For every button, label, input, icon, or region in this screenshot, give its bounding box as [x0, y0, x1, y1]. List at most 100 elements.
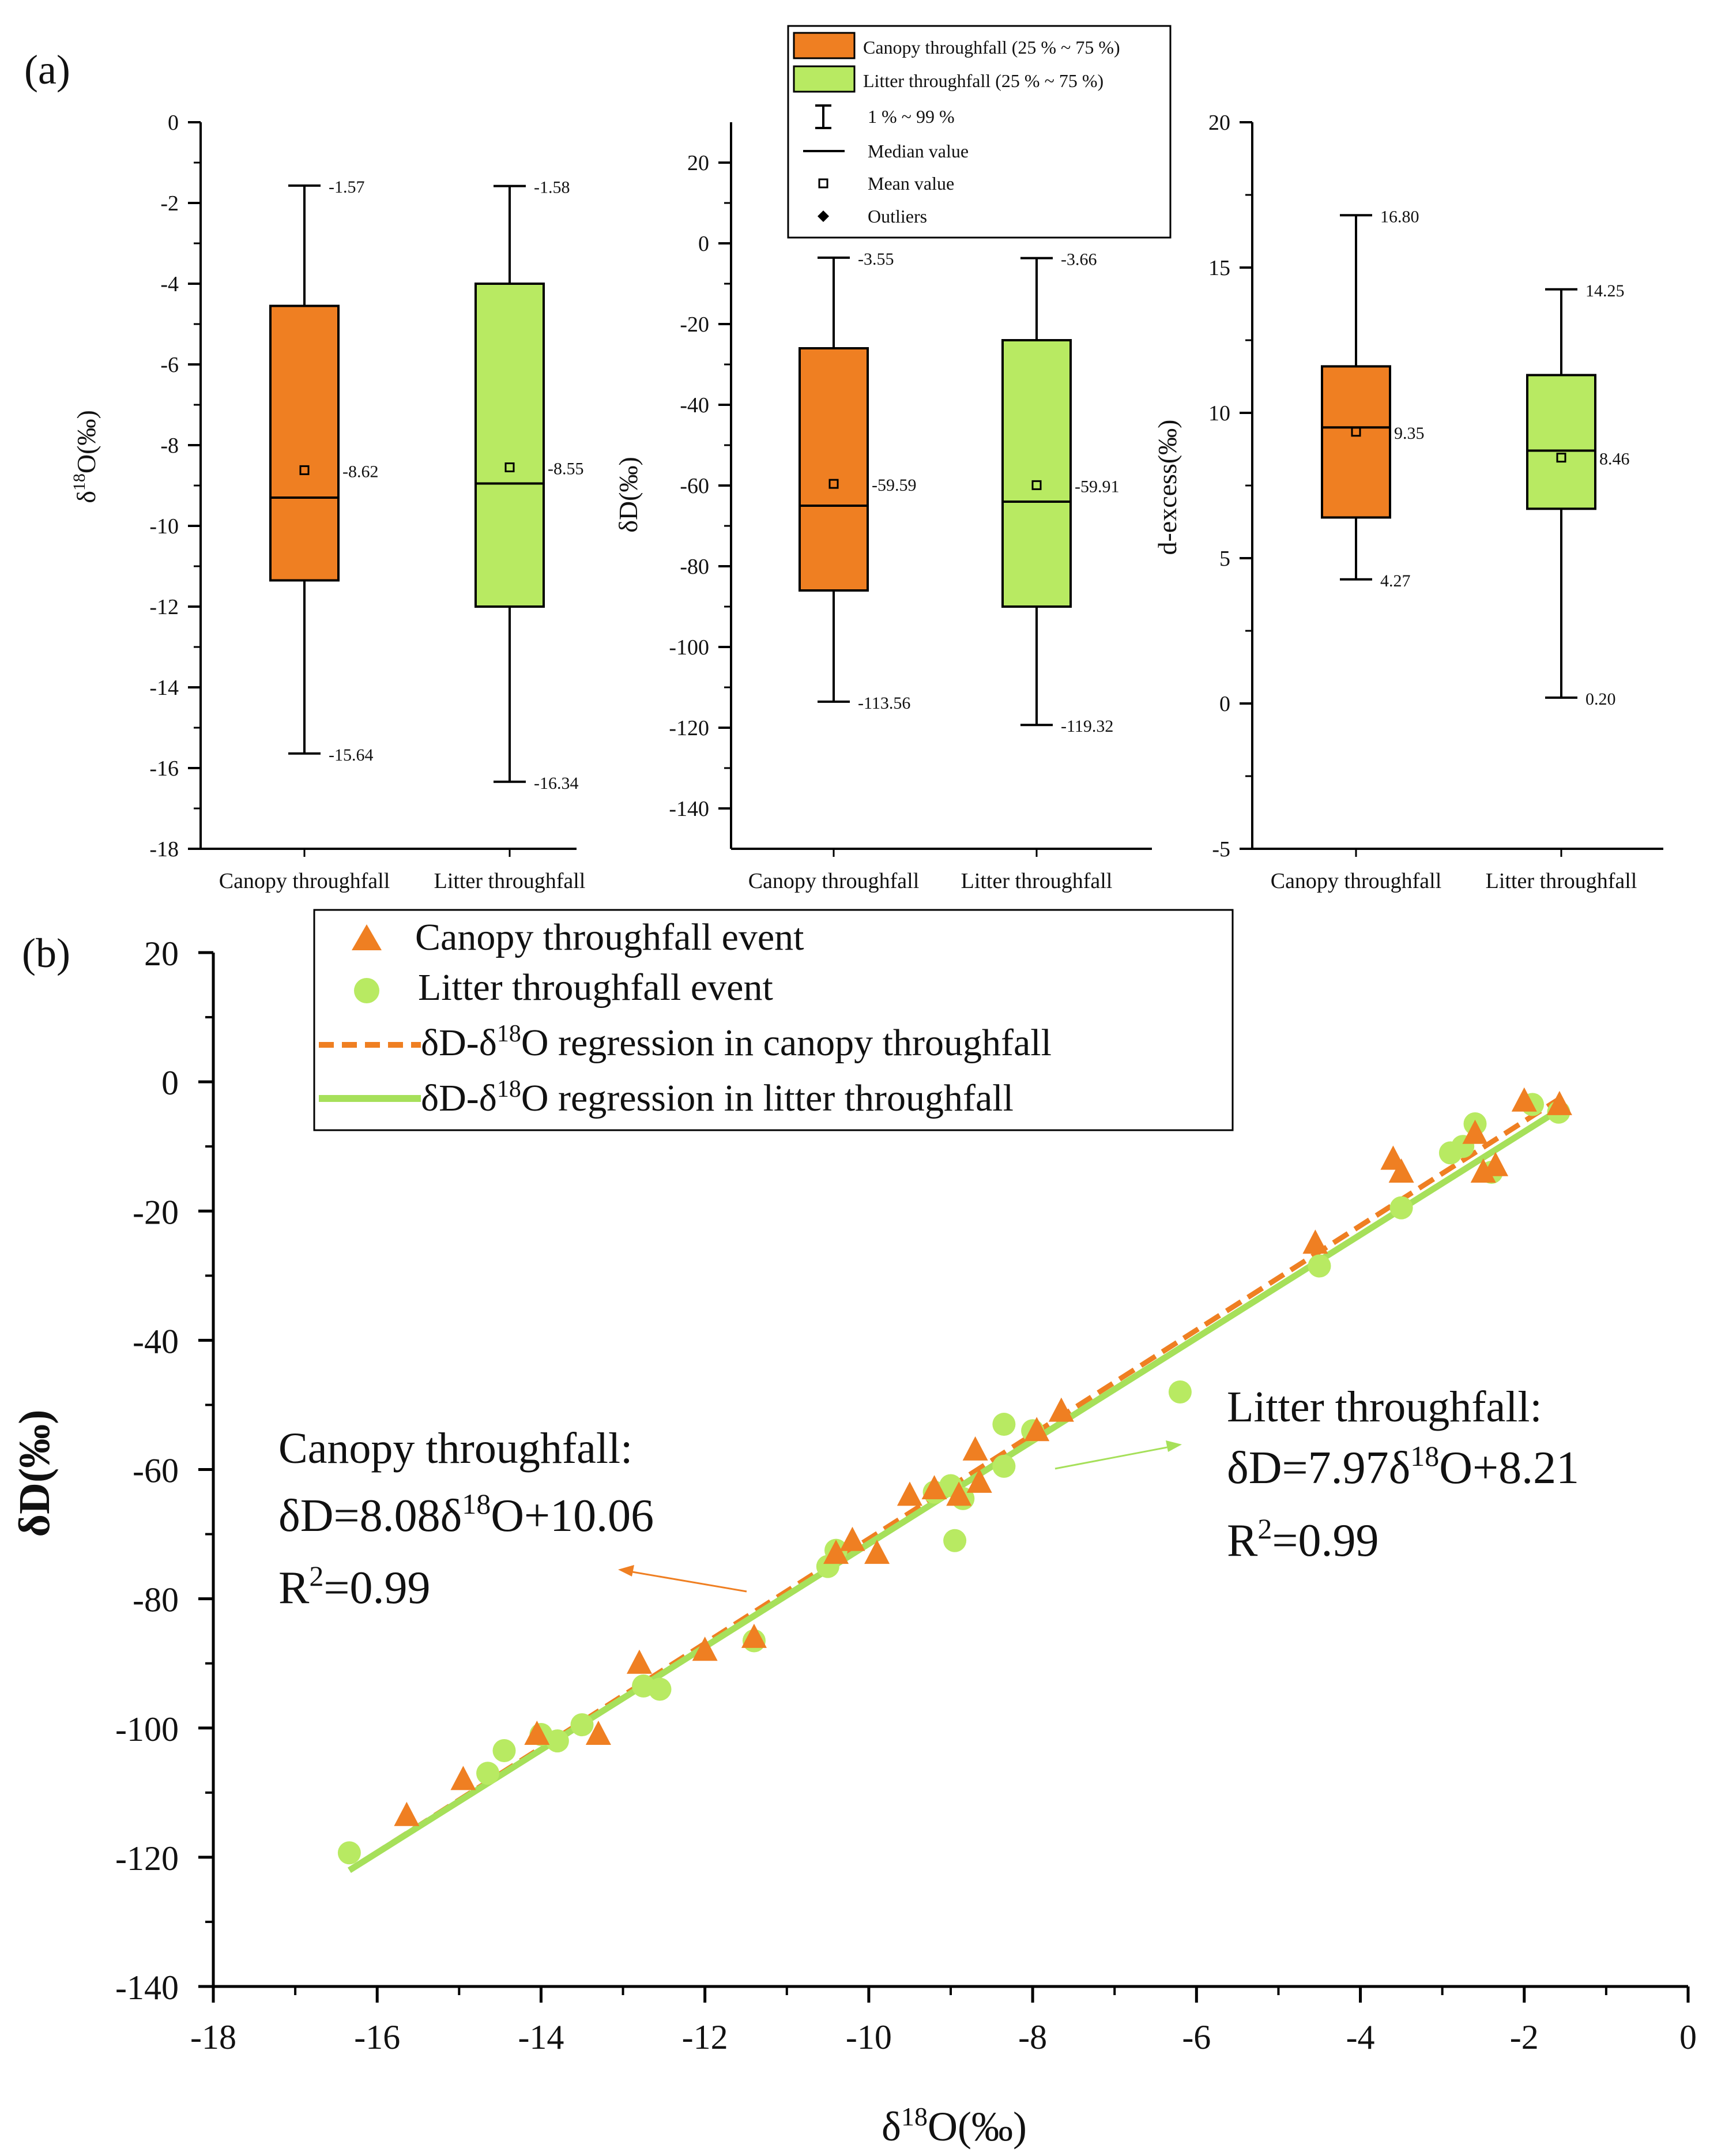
scatter-y-tick-label: -20 [133, 1193, 179, 1231]
legend-median-label: Median value [868, 141, 969, 161]
legend-litter-swatch [793, 65, 856, 93]
scatter-legend: Canopy throughfall event Litter throughf… [313, 909, 1234, 1131]
box1-y-tick-label: -6 [160, 353, 179, 377]
canopy-event-point [921, 1475, 947, 1500]
box-panel-dexcess: 20 15 10 5 0 -5 d-excess(‰) 16.80 9.35 4.27 14.2… [1152, 111, 1663, 893]
box1-y-label: δ18O(‰) [70, 410, 101, 503]
scatter-points [337, 1087, 1572, 1865]
box3-box-litter [1526, 374, 1596, 510]
box-panel-dd: 200-20-40-60-80-100-120-140 δD(‰) -3.55-… [613, 122, 1152, 893]
box-legend: Canopy throughfall (25 % ~ 75 %) Litter … [787, 25, 1172, 239]
canopy-event-point [839, 1526, 865, 1551]
box3-boxes: 16.80 9.35 4.27 14.25 8.46 0.20 [1321, 207, 1630, 709]
box2-mean-marker [828, 479, 839, 489]
box1-category-label: Litter throughfall [434, 869, 586, 893]
litter-event-point [992, 1413, 1016, 1436]
box3-label-high: 16.80 [1380, 207, 1419, 226]
canopy-event-point [1546, 1090, 1572, 1115]
box2-label-low: -113.56 [858, 694, 910, 713]
canopy-annotation: Canopy throughfall: δD=8.08δ18O+10.06 R2… [278, 1424, 654, 1613]
legend-canopy-event-label: Canopy throughfall event [415, 916, 804, 958]
canopy-event-point [1302, 1229, 1328, 1254]
litter-event-point [1308, 1254, 1331, 1278]
scatter-x-tick-label: -18 [190, 2018, 236, 2056]
canopy-annotation-arrow [625, 1570, 747, 1593]
box1-y-tick-label: -14 [149, 676, 179, 700]
panel-b-label: (b) [22, 930, 70, 976]
box3-box-canopy [1321, 365, 1391, 519]
legend-whisker-label: 1 % ~ 99 % [868, 106, 955, 127]
box1-y-tick-label: -4 [160, 272, 179, 296]
legend-litter-event-label: Litter throughfall event [418, 966, 773, 1009]
legend-canopy-event-icon [352, 924, 382, 950]
box3-y-tick-label: -5 [1212, 837, 1230, 861]
canopy-event-point [741, 1623, 767, 1648]
canopy-event-point [1470, 1158, 1496, 1183]
box2-box-canopy [799, 347, 869, 592]
box1-y-tick-label: 0 [168, 111, 179, 135]
canopy-event-point [946, 1481, 972, 1506]
scatter-x-label: δ18O(‰) [882, 2102, 1027, 2150]
box1-label-low: -15.64 [329, 746, 374, 765]
litter-event-point [943, 1529, 967, 1552]
scatter-x-ticks: -18 -16 -14 -12 -10 -8 -6 -4 -2 0 [190, 1985, 1697, 2056]
litter-event-point [992, 1454, 1016, 1478]
box3-y-tick-label: 10 [1208, 401, 1230, 426]
scatter-y-tick-label: -40 [133, 1322, 179, 1360]
box3-y-label: d-excess(‰) [1152, 419, 1182, 555]
box1-y-ticks: 0 -2 -4 -6 -8 -10 -12 -14 -16 -18 [149, 111, 577, 861]
box2-label-high: -3.55 [858, 250, 894, 269]
scatter-y-tick-label: -120 [115, 1839, 179, 1877]
scatter-y-tick-label: -100 [115, 1710, 179, 1748]
box-panel-d18o: 0 -2 -4 -6 -8 -10 -12 -14 -16 -18 δ18O(‰) -1.57 -8… [70, 111, 585, 893]
litter-annotation-arrow [1054, 1445, 1174, 1470]
box3-y-tick-label: 5 [1219, 547, 1230, 571]
legend-litter-event-icon [354, 978, 379, 1003]
legend-whisker-icon [815, 104, 831, 129]
box3-y-tick-label: 0 [1219, 692, 1230, 716]
box3-label-mean: 9.35 [1394, 424, 1425, 443]
legend-outlier-icon [818, 210, 829, 222]
canopy-event-point [864, 1540, 890, 1564]
legend-canopy-swatch [793, 32, 856, 59]
canopy-event-point [962, 1436, 988, 1461]
box2-label-mean: -59.91 [1075, 477, 1120, 496]
litter-annotation-equation: δD=7.97δ18O+8.21 [1227, 1440, 1579, 1493]
box1-label-high: -1.58 [534, 178, 570, 197]
scatter-x-tick-label: -8 [1018, 2018, 1047, 2056]
scatter-y-tick-label: 20 [144, 935, 179, 973]
box1-y-tick-label: -12 [149, 595, 179, 619]
scatter-x-tick-label: -12 [682, 2018, 728, 2056]
scatter-x-tick-label: -4 [1346, 2018, 1375, 2056]
legend-canopy-box-label: Canopy throughfall (25 % ~ 75 %) [863, 37, 1120, 58]
box3-label-low: 4.27 [1380, 571, 1411, 590]
box3-category-label: Litter throughfall [1486, 869, 1637, 893]
scatter-y-tick-label: 0 [161, 1064, 179, 1102]
box3-label-low: 0.20 [1585, 690, 1616, 709]
box2-y-label: δD(‰) [613, 457, 643, 533]
canopy-event-point [1048, 1397, 1074, 1422]
box2-y-tick-label: -60 [680, 474, 709, 498]
box2-y-tick-label: -100 [669, 635, 709, 660]
box1-y-tick-label: -8 [160, 434, 179, 458]
canopy-event-point [1388, 1158, 1414, 1183]
scatter-x-tick-label: -2 [1510, 2018, 1539, 2056]
box2-category-label: Litter throughfall [961, 869, 1113, 893]
box2-y-tick-label: 0 [698, 232, 709, 256]
box1-y-tick-label: -16 [149, 757, 179, 781]
canopy-event-point [626, 1649, 652, 1674]
box2-box-litter [1001, 339, 1072, 608]
box2-category-label: Canopy throughfall [748, 869, 920, 893]
litter-event-point [337, 1841, 361, 1865]
scatter-x-tick-label: -14 [518, 2018, 564, 2056]
scatter-y-tick-label: -60 [133, 1452, 179, 1490]
box3-category-label: Canopy throughfall [1271, 869, 1442, 893]
canopy-event-point [394, 1801, 420, 1826]
box1-label-low: -16.34 [534, 774, 579, 793]
litter-event-point [1389, 1196, 1413, 1220]
canopy-annotation-r2: R2=0.99 [278, 1560, 430, 1613]
box1-categories: Canopy throughfall Litter throughfall [219, 849, 586, 893]
box2-label-mean: -59.59 [872, 476, 917, 495]
litter-event-point [570, 1713, 594, 1737]
